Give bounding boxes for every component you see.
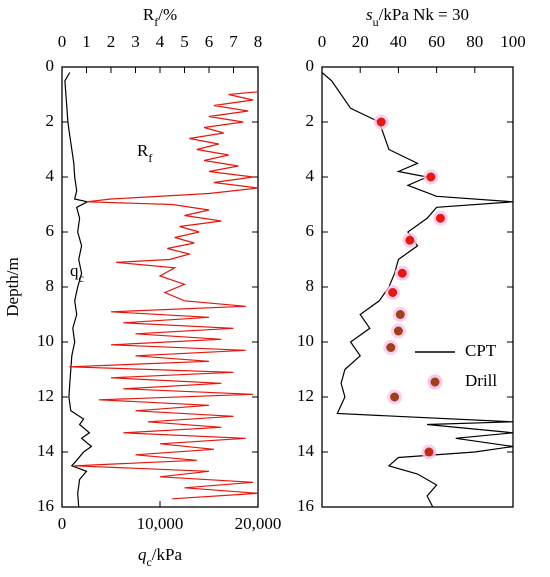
y-tick-label: 16	[37, 496, 54, 515]
x-tick-label: 0	[58, 514, 67, 533]
y-tick-label: 2	[306, 111, 315, 130]
x-axis-label-rest: /kPa	[152, 545, 183, 564]
axis-title-sub: f	[154, 15, 158, 29]
legend-marker	[430, 377, 440, 387]
axis-title-sub: u	[373, 15, 379, 29]
series-annotation-main: R	[137, 141, 149, 160]
y-tick-label: 8	[46, 276, 55, 295]
drill-point	[397, 268, 407, 278]
y-tick-label: 4	[46, 166, 55, 185]
x2-tick-label: 2	[107, 32, 116, 51]
y-tick-label: 14	[297, 441, 315, 460]
y-tick-label: 6	[306, 221, 315, 240]
legend-label: CPT	[465, 341, 497, 360]
y-tick-label: 0	[46, 56, 55, 75]
x2-tick-label: 1	[82, 32, 91, 51]
y-tick-label: 10	[297, 331, 314, 350]
axis-title: Rf/%	[143, 5, 177, 29]
y-tick-label: 0	[306, 56, 315, 75]
x2-tick-label: 0	[58, 32, 67, 51]
x2-tick-label: 20	[352, 32, 369, 51]
x2-tick-label: 3	[131, 32, 140, 51]
y-tick-label: 4	[306, 166, 315, 185]
axis-title-rest: /%	[158, 5, 177, 24]
drill-point	[405, 235, 415, 245]
y-tick-label: 14	[37, 441, 55, 460]
drill-point	[393, 326, 403, 336]
drill-point	[395, 310, 405, 319]
x2-tick-label: 8	[254, 32, 263, 51]
x2-tick-label: 5	[180, 32, 189, 51]
drill-point	[388, 288, 398, 297]
x2-tick-label: 0	[318, 32, 327, 51]
x2-tick-label: 60	[428, 32, 445, 51]
x-axis-label-sub: c	[146, 555, 151, 569]
x-axis-label-main: q	[138, 545, 147, 564]
series-line	[64, 72, 93, 508]
series-annotation: qc	[70, 261, 84, 285]
x2-tick-label: 80	[466, 32, 483, 51]
drill-point	[386, 343, 396, 352]
axis-title-rest: /kPa Nk = 30	[379, 5, 469, 24]
x2-tick-label: 40	[390, 32, 407, 51]
y-tick-label: 10	[37, 331, 54, 350]
axis-title: su/kPa Nk = 30	[366, 5, 469, 29]
y-tick-label: 12	[37, 386, 54, 405]
x-axis-label: qc/kPa	[138, 545, 183, 569]
drill-point	[426, 172, 436, 182]
axis-title-main: s	[366, 5, 373, 24]
x2-tick-label: 4	[156, 32, 165, 51]
y-tick-label: 16	[297, 496, 314, 515]
series-line	[69, 91, 259, 500]
plot-frame	[321, 66, 514, 508]
drill-point	[376, 117, 386, 127]
y-tick-label: 12	[297, 386, 314, 405]
drill-point	[424, 447, 434, 457]
y-tick-label: 2	[46, 111, 55, 130]
x2-tick-label: 7	[229, 32, 238, 51]
series-annotation: Rf	[137, 141, 152, 165]
legend-label: Drill	[465, 371, 497, 390]
series-annotation-sub: c	[79, 271, 84, 285]
y-tick-label: 6	[46, 221, 55, 240]
axis-title-main: R	[143, 5, 155, 24]
x2-tick-label: 100	[500, 32, 526, 51]
plot-frame	[61, 66, 259, 508]
y-axis-label: Depth/m	[3, 257, 22, 317]
x-tick-label: 20,000	[235, 514, 282, 533]
drill-point	[390, 392, 400, 402]
x-tick-label: 10,000	[137, 514, 184, 533]
series-annotation-sub: f	[148, 151, 152, 165]
x2-tick-label: 6	[205, 32, 214, 51]
series-line	[321, 72, 514, 508]
y-tick-label: 8	[306, 276, 315, 295]
series-annotation-main: q	[70, 261, 79, 280]
drill-point	[435, 213, 445, 223]
